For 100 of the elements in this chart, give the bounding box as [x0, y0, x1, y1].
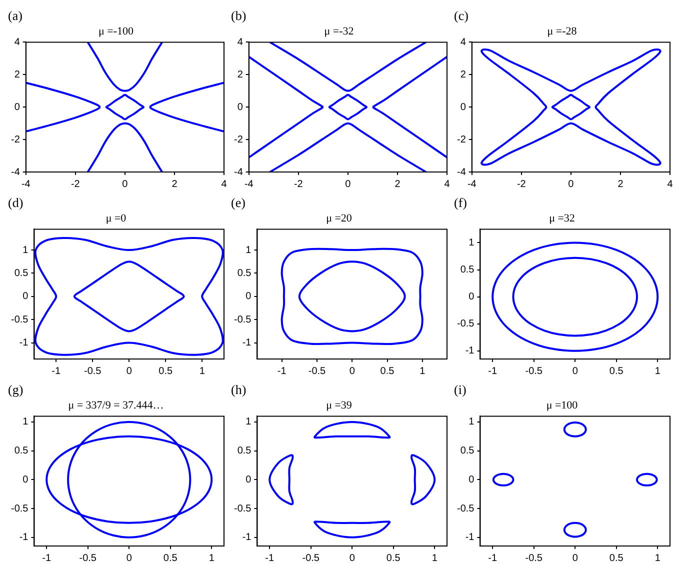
x-tick-label: -1 — [277, 366, 287, 377]
y-tick-label: 1 — [246, 416, 252, 428]
x-tick-label: 0.5 — [386, 552, 401, 564]
x-tick-label: 0.5 — [380, 366, 395, 377]
y-tick-label: 0 — [22, 474, 29, 486]
x-tick-label: 0 — [126, 366, 132, 377]
x-tick-label: -0.5 — [79, 552, 97, 564]
text: (a) — [8, 8, 22, 23]
chart-title: μ = 337/9 = 37.444… — [68, 399, 164, 412]
x-tick-label: 1 — [432, 552, 438, 564]
text: (d) — [8, 195, 24, 210]
text: (g) — [8, 382, 24, 397]
y-tick-label: 0 — [22, 291, 29, 302]
y-tick-label: -4 — [234, 166, 244, 178]
x-tick-label: -0.5 — [302, 552, 320, 564]
text: (f) — [454, 195, 467, 210]
x-tick-label: -0.5 — [84, 366, 102, 377]
x-tick-label: -1 — [488, 552, 498, 564]
y-tick-label: -1 — [465, 346, 475, 357]
x-tick-label: 4 — [444, 178, 450, 190]
x-tick-label: 1 — [654, 552, 661, 564]
y-tick-label: -1 — [19, 338, 29, 349]
y-tick-label: -4 — [10, 166, 20, 178]
y-tick-label: 4 — [460, 36, 466, 48]
x-tick-label: 0.5 — [609, 552, 624, 564]
y-tick-label: -0.5 — [456, 503, 475, 514]
x-tick-label: 4 — [667, 178, 674, 190]
x-tick-label: 0 — [345, 178, 352, 190]
chart-title: μ =100 — [546, 399, 578, 412]
x-tick-label: -0.5 — [525, 552, 543, 564]
chart-title: μ =-32 — [324, 25, 354, 38]
y-tick-label: 0.5 — [14, 268, 29, 279]
y-tick-label: 0 — [460, 102, 466, 113]
chart-title: μ =-28 — [547, 25, 578, 38]
x-tick-label: 0 — [122, 178, 128, 190]
y-tick-label: 1 — [22, 244, 29, 256]
y-tick-label: 0 — [237, 102, 244, 113]
y-tick-label: 2 — [460, 69, 466, 80]
x-tick-label: 0.5 — [158, 366, 173, 377]
x-tick-label: 4 — [221, 178, 228, 190]
y-tick-label: 2 — [14, 69, 20, 80]
x-tick-label: 1 — [199, 366, 206, 377]
y-tick-label: 1 — [468, 416, 475, 428]
x-tick-label: 2 — [394, 178, 401, 190]
x-tick-label: 0 — [126, 552, 132, 564]
chart-title: μ =0 — [106, 212, 127, 224]
x-tick-label: 1 — [420, 366, 426, 377]
y-tick-label: -2 — [10, 134, 20, 146]
y-tick-label: 4 — [237, 36, 244, 48]
y-tick-label: -1 — [242, 338, 252, 349]
text: (i) — [454, 382, 466, 397]
y-tick-label: -1 — [242, 532, 252, 544]
x-tick-label: 0 — [568, 178, 574, 190]
x-tick-label: 2 — [618, 178, 624, 190]
x-tick-label: 0 — [572, 552, 578, 564]
x-tick-label: -1 — [42, 552, 52, 564]
x-tick-label: 0 — [572, 366, 578, 377]
x-tick-label: -1 — [265, 552, 274, 564]
x-tick-label: 0.5 — [163, 552, 178, 564]
text: (h) — [231, 382, 246, 397]
x-tick-label: 0 — [349, 366, 356, 377]
y-tick-label: -0.5 — [234, 503, 252, 514]
x-tick-label: 0.5 — [609, 366, 624, 377]
chart-title: μ =-100 — [98, 25, 134, 38]
x-tick-label: -0.5 — [308, 366, 326, 377]
y-tick-label: 1 — [246, 244, 252, 256]
y-tick-label: -0.5 — [10, 314, 29, 326]
y-tick-label: 0 — [468, 292, 475, 303]
x-tick-label: 1 — [208, 552, 215, 564]
y-tick-label: 0 — [14, 102, 20, 113]
y-tick-label: -0.5 — [234, 314, 252, 326]
x-tick-label: -1 — [488, 366, 498, 377]
y-tick-label: -4 — [456, 166, 466, 178]
y-tick-label: 0.5 — [460, 264, 475, 276]
x-tick-label: 2 — [172, 178, 178, 190]
y-tick-label: 1 — [22, 416, 29, 428]
y-tick-label: -1 — [465, 532, 475, 544]
x-tick-label: -1 — [52, 366, 62, 377]
x-tick-label: 1 — [654, 366, 661, 377]
y-tick-label: -0.5 — [10, 503, 29, 514]
text: (c) — [454, 8, 468, 23]
text: (e) — [231, 195, 246, 210]
y-tick-label: -2 — [456, 134, 466, 146]
y-tick-label: -0.5 — [456, 318, 475, 330]
y-tick-label: 4 — [14, 36, 20, 48]
y-tick-label: -1 — [19, 532, 29, 544]
y-tick-label: 0 — [246, 474, 252, 486]
chart-title: μ =32 — [549, 212, 575, 224]
x-tick-label: -2 — [70, 178, 80, 190]
y-tick-label: 0.5 — [14, 446, 29, 457]
y-tick-label: 2 — [237, 69, 244, 80]
y-tick-label: 1 — [468, 237, 475, 248]
chart-title: μ =20 — [326, 212, 352, 224]
x-tick-label: -2 — [516, 178, 526, 190]
y-tick-label: 0.5 — [237, 268, 252, 279]
x-tick-label: -2 — [294, 178, 304, 190]
y-tick-label: -2 — [234, 134, 244, 146]
y-tick-label: 0.5 — [237, 446, 252, 457]
x-tick-label: 0 — [349, 552, 356, 564]
y-tick-label: 0.5 — [460, 446, 475, 457]
